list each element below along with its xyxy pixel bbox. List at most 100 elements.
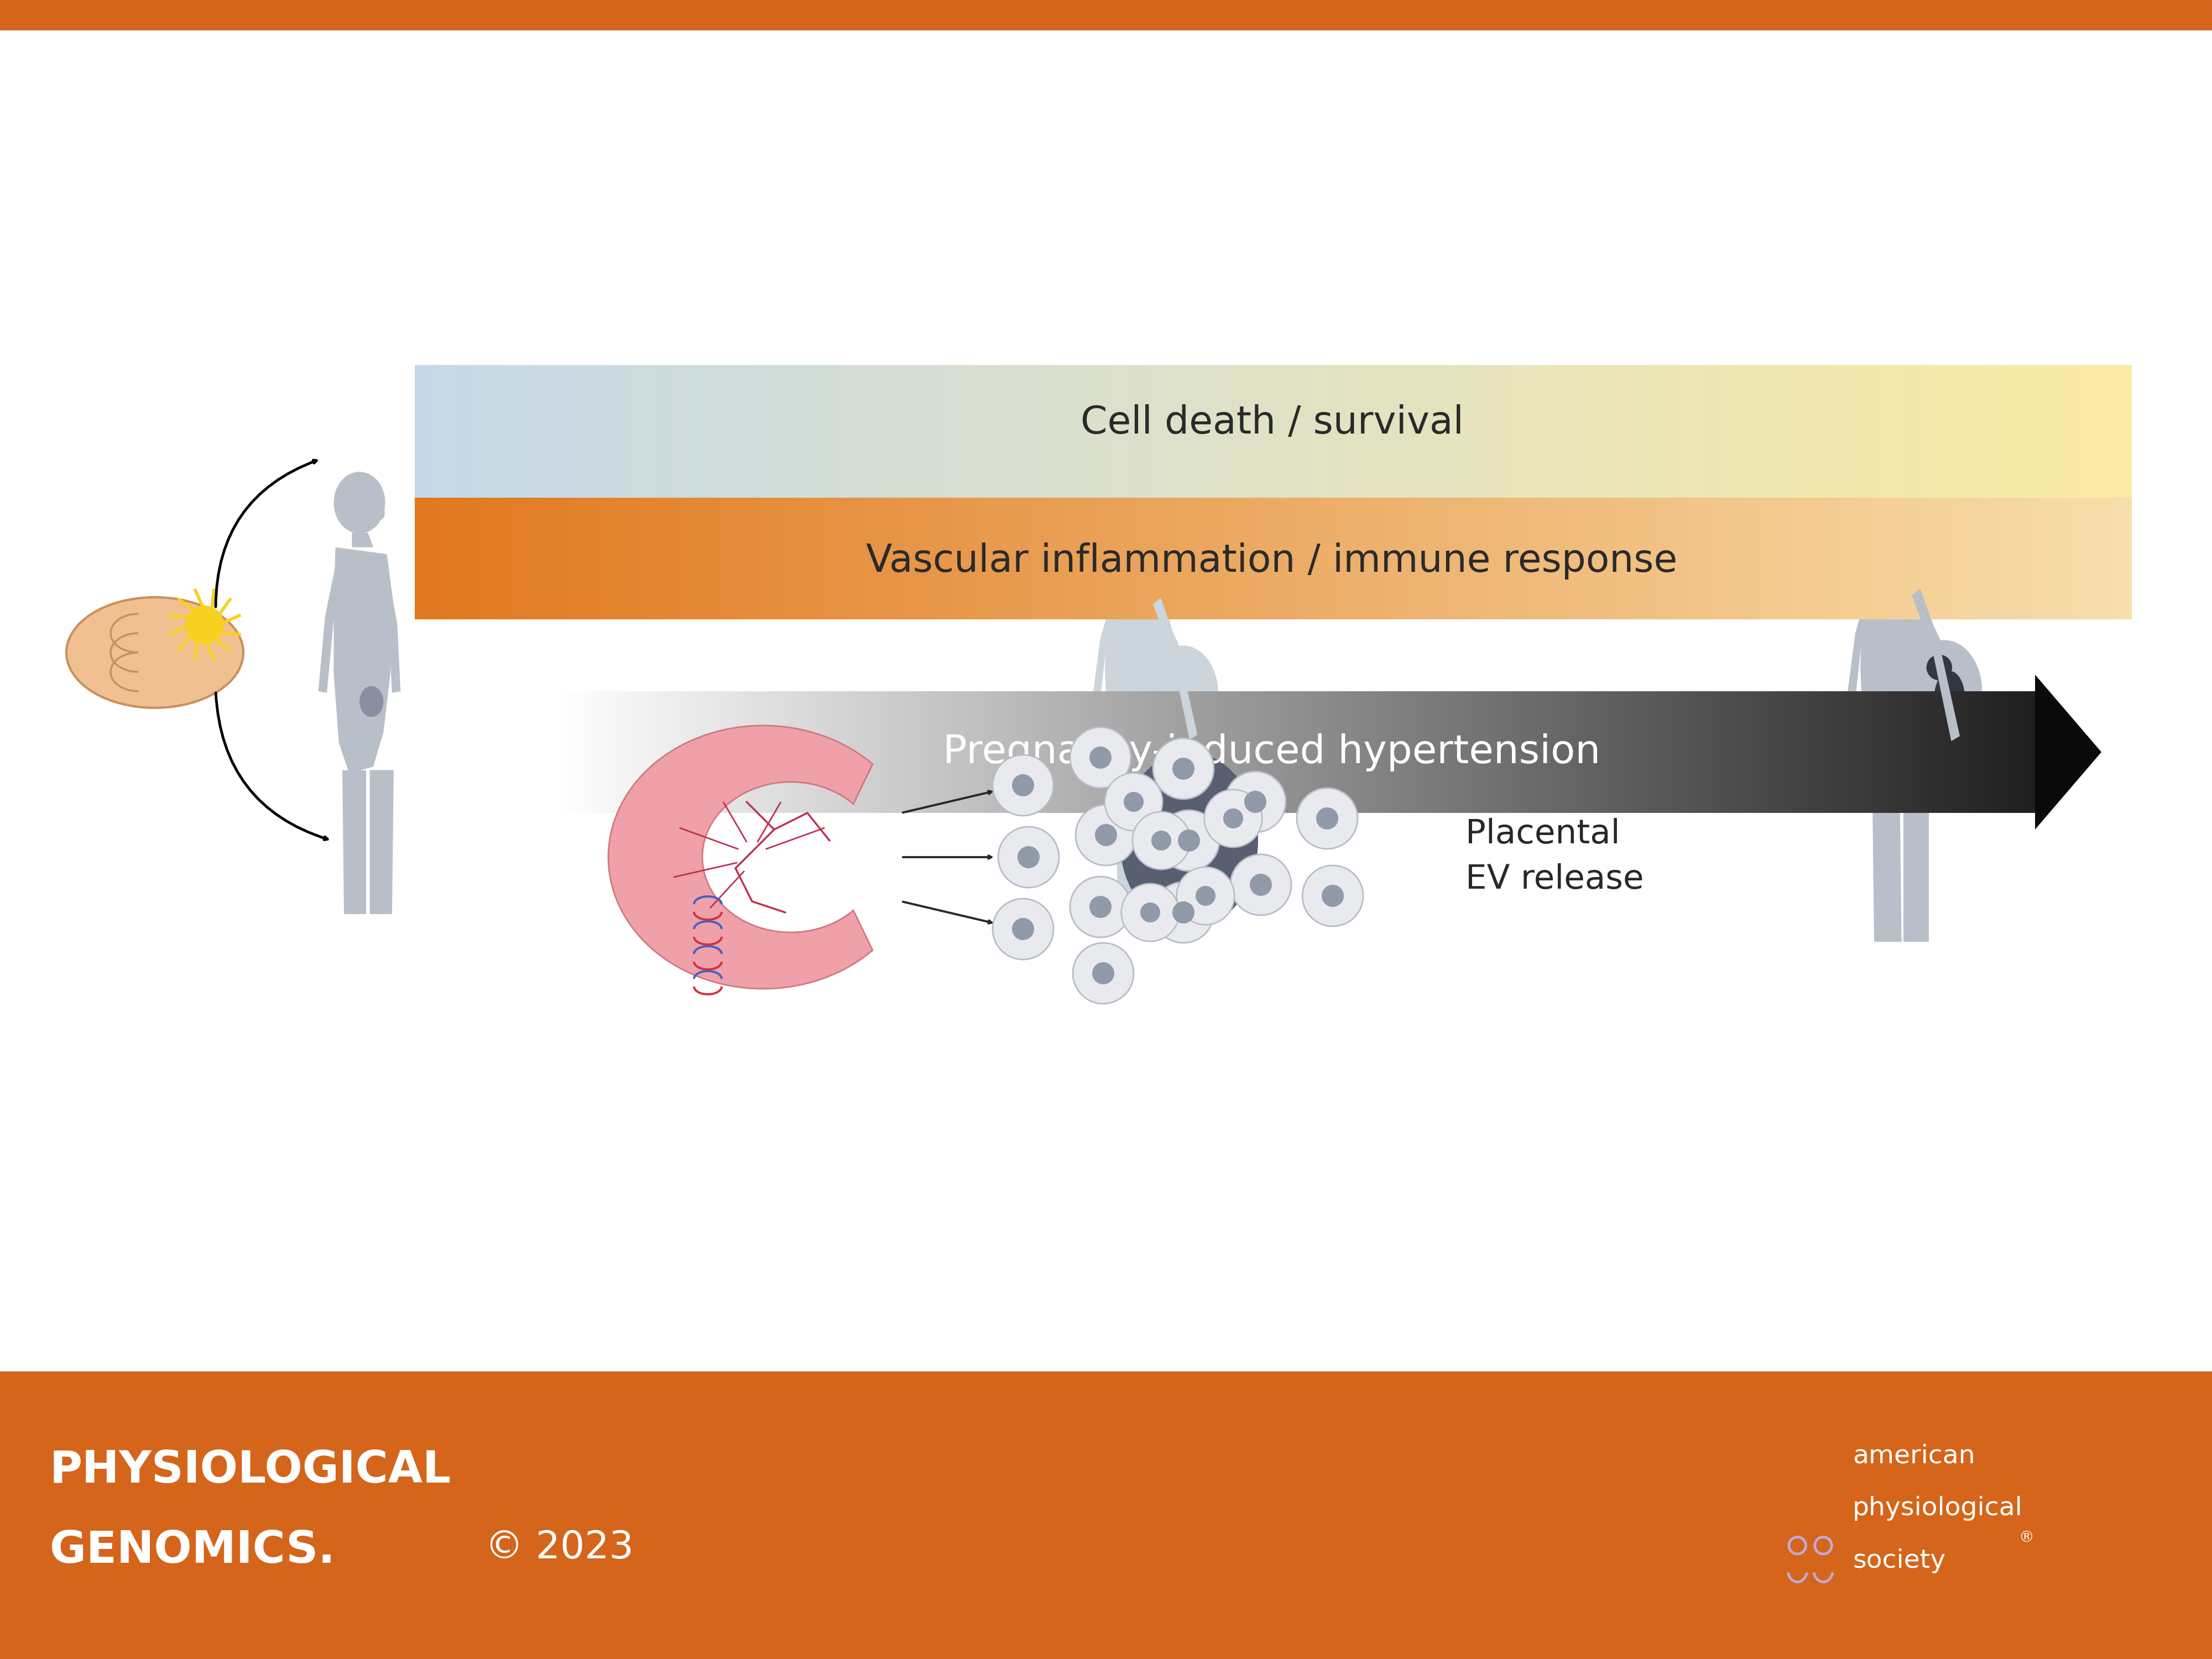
Bar: [495, 498, 504, 619]
Bar: [1593, 365, 1599, 498]
Bar: [1279, 365, 1285, 498]
Bar: [1347, 365, 1354, 498]
Bar: [1506, 498, 1515, 619]
Bar: [460, 498, 469, 619]
Bar: [1283, 498, 1292, 619]
Bar: [1991, 365, 2000, 498]
Bar: [1318, 365, 1325, 498]
Polygon shape: [1902, 798, 1929, 942]
Bar: [860, 498, 869, 619]
Bar: [978, 692, 987, 813]
Bar: [619, 365, 628, 498]
Circle shape: [1095, 825, 1117, 846]
Bar: [1575, 692, 1584, 813]
Circle shape: [1177, 830, 1199, 851]
Circle shape: [998, 826, 1060, 888]
Bar: [1674, 692, 1681, 813]
Bar: [723, 365, 732, 498]
Bar: [1615, 498, 1624, 619]
Bar: [1194, 692, 1203, 813]
Bar: [717, 692, 723, 813]
Bar: [1630, 692, 1637, 813]
Bar: [1168, 498, 1177, 619]
Bar: [947, 498, 956, 619]
Bar: [1597, 365, 1606, 498]
Bar: [1387, 692, 1396, 813]
Bar: [953, 692, 960, 813]
Circle shape: [1133, 811, 1190, 869]
Bar: [1343, 692, 1352, 813]
Bar: [677, 498, 686, 619]
Bar: [608, 365, 617, 498]
Text: PHYSIOLOGICAL: PHYSIOLOGICAL: [49, 1448, 451, 1491]
Bar: [1073, 498, 1079, 619]
Bar: [1243, 365, 1252, 498]
Bar: [1792, 498, 1801, 619]
Bar: [1809, 365, 1818, 498]
Bar: [854, 692, 863, 813]
Bar: [653, 692, 659, 813]
Bar: [1838, 498, 1847, 619]
Bar: [1376, 365, 1383, 498]
Bar: [1290, 498, 1298, 619]
Circle shape: [186, 606, 223, 644]
Bar: [792, 498, 801, 619]
Bar: [1798, 365, 1807, 498]
Polygon shape: [1106, 586, 1190, 795]
Bar: [1778, 692, 1785, 813]
Bar: [1099, 365, 1108, 498]
Bar: [1369, 498, 1378, 619]
Bar: [1279, 692, 1287, 813]
Bar: [872, 365, 880, 498]
Bar: [1677, 365, 1686, 498]
Bar: [644, 498, 653, 619]
Bar: [2106, 365, 2115, 498]
Bar: [684, 365, 692, 498]
Bar: [546, 498, 555, 619]
Bar: [641, 692, 650, 813]
Bar: [1568, 498, 1577, 619]
Bar: [655, 365, 664, 498]
Bar: [1002, 692, 1011, 813]
Bar: [1376, 498, 1383, 619]
Bar: [1586, 692, 1593, 813]
Bar: [628, 692, 635, 813]
Bar: [1272, 498, 1281, 619]
Bar: [940, 365, 949, 498]
Bar: [1703, 692, 1712, 813]
Bar: [1232, 365, 1241, 498]
Bar: [1265, 365, 1274, 498]
Bar: [1683, 692, 1692, 813]
Circle shape: [1225, 771, 1285, 833]
Bar: [1506, 365, 1515, 498]
Bar: [1066, 498, 1075, 619]
Bar: [1250, 365, 1256, 498]
Bar: [1564, 498, 1573, 619]
Bar: [1323, 692, 1332, 813]
Bar: [1887, 692, 1893, 813]
Bar: [1528, 498, 1537, 619]
Bar: [741, 365, 750, 498]
Bar: [1655, 365, 1663, 498]
Bar: [723, 498, 732, 619]
Bar: [1604, 365, 1613, 498]
Bar: [1084, 365, 1093, 498]
Bar: [1150, 692, 1159, 813]
Bar: [1402, 498, 1411, 619]
Bar: [1221, 692, 1228, 813]
Bar: [1239, 692, 1248, 813]
Bar: [792, 365, 801, 498]
Text: Vascular inflammation / immune response: Vascular inflammation / immune response: [867, 542, 1677, 579]
Bar: [2112, 365, 2121, 498]
Bar: [1290, 365, 1298, 498]
Bar: [593, 498, 599, 619]
Bar: [1232, 498, 1241, 619]
Bar: [878, 692, 887, 813]
Bar: [1225, 692, 1232, 813]
Bar: [1655, 498, 1663, 619]
Polygon shape: [1911, 589, 1960, 742]
Bar: [1279, 498, 1285, 619]
Bar: [933, 692, 940, 813]
Bar: [695, 498, 703, 619]
Bar: [1117, 498, 1126, 619]
